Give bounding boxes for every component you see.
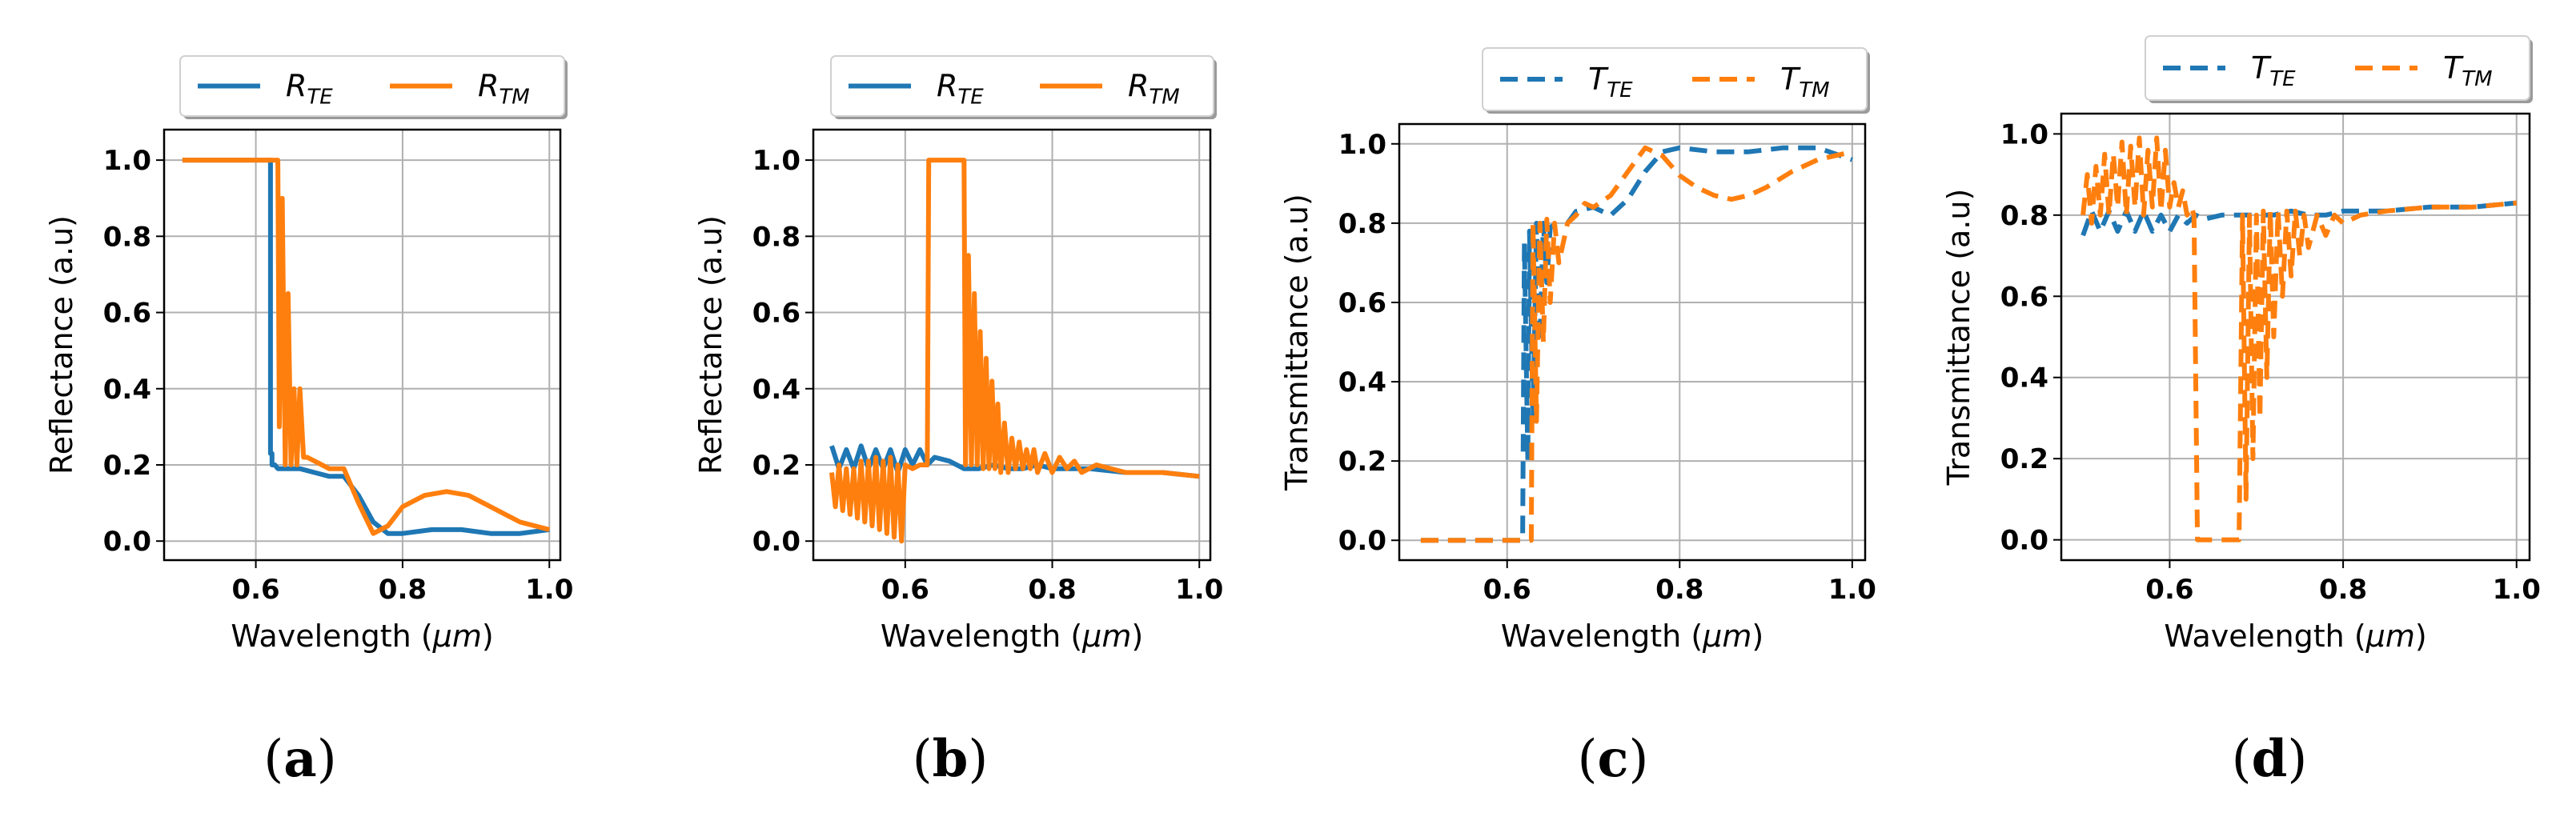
x-tick-label: 1.0: [1175, 574, 1223, 606]
y-tick-label: 0.2: [1338, 446, 1386, 478]
y-tick-label: 0.6: [2000, 281, 2048, 313]
x-tick-label: 0.6: [1483, 574, 1531, 606]
x-tick-label: 0.8: [2319, 574, 2367, 606]
y-tick-label: 0.0: [1338, 525, 1386, 557]
y-tick-label: 0.4: [1338, 366, 1386, 398]
legend-label-te: TTE: [1588, 62, 1633, 102]
axes-frame: [163, 128, 562, 562]
y-tick-label: 0.8: [1338, 208, 1386, 240]
chart-panel-c: 0.6 0.8 1.0 0.0 0.2 0.4 0.6 0.8 1.0 Wavelength (μ…: [1279, 47, 1876, 789]
x-tick-label: 1.0: [525, 574, 573, 606]
legend-box: [1482, 47, 1868, 111]
chart-panel-b: 0.6 0.8 1.0 0.0 0.2 0.4 0.6 0.8 1.0 Wavelength (μ…: [693, 55, 1223, 789]
y-tick-label: 0.4: [2000, 362, 2048, 394]
axes-frame: [2060, 112, 2531, 562]
y-tick-label: 0.6: [752, 298, 800, 330]
legend-label-tm: TTM: [1780, 62, 1830, 102]
legend: RTE RTM: [830, 55, 1217, 119]
y-tick-label: 0.0: [103, 526, 151, 558]
series-line-t-te: [2080, 200, 2518, 237]
panel-label: (c): [1578, 729, 1649, 789]
y-tick-label: 0.6: [103, 298, 151, 330]
legend-box: [830, 55, 1214, 117]
x-tick-label: 1.0: [2493, 574, 2541, 606]
legend-label-te: TTE: [2251, 50, 2296, 91]
y-axis-label: Reflectance (a.u): [693, 215, 728, 475]
y-tick-label: 0.6: [1338, 287, 1386, 319]
legend: RTE RTM: [179, 55, 568, 119]
series-line-t-tm: [1420, 145, 1853, 543]
y-tick-label: 1.0: [103, 145, 151, 177]
legend-box: [179, 55, 565, 117]
y-tick-label: 1.0: [2000, 118, 2048, 150]
chart-panel-d: 0.6 0.8 1.0 0.0 0.2 0.4 0.6 0.8 1.0 Wavelength (μ…: [1941, 35, 2541, 789]
series-line-r-tm: [829, 158, 1200, 544]
x-tick-label: 0.8: [1655, 574, 1703, 606]
legend-label-te: RTE: [286, 69, 333, 110]
y-tick-label: 0.8: [752, 221, 800, 253]
y-tick-label: 0.4: [103, 374, 151, 406]
y-tick-label: 0.0: [752, 526, 800, 558]
panel-label: (a): [263, 729, 336, 789]
x-tick-label: 0.8: [1028, 574, 1076, 606]
x-axis-label: Wavelength (μm): [881, 619, 1143, 654]
y-tick-label: 0.0: [2000, 525, 2048, 557]
legend-label-tm: TTM: [2443, 50, 2493, 91]
x-tick-label: 0.8: [379, 574, 427, 606]
y-tick-label: 1.0: [752, 145, 800, 177]
y-tick-label: 0.8: [103, 221, 151, 253]
y-tick-label: 0.2: [103, 450, 151, 482]
legend-label-te: RTE: [937, 69, 984, 110]
x-axis-label: Wavelength (μm): [231, 619, 493, 654]
y-axis-label: Transmittance (a.u): [1279, 194, 1314, 491]
y-axis-label: Transmittance (a.u): [1941, 189, 1976, 487]
series-line-r-tm: [182, 158, 551, 536]
y-tick-label: 0.2: [2000, 443, 2048, 475]
series-line-t-tm: [2080, 135, 2518, 543]
x-axis-label: Wavelength (μm): [1501, 619, 1763, 654]
chart-panel-a: 0.6 0.8 1.0 0.0 0.2 0.4 0.6 0.8 1.0 Wavelength (μ…: [44, 55, 573, 789]
y-tick-label: 0.2: [752, 450, 800, 482]
x-axis-label: Wavelength (μm): [2164, 619, 2426, 654]
legend-box: [2145, 35, 2530, 101]
legend: TTE TTM: [2145, 35, 2533, 103]
panel-label: (d): [2232, 729, 2308, 789]
panel-label: (b): [913, 729, 989, 789]
y-axis-label: Reflectance (a.u): [44, 215, 79, 475]
series-line-r-te: [182, 158, 550, 536]
axes-frame: [1398, 122, 1867, 562]
legend: TTE TTM: [1482, 47, 1870, 114]
axes-frame: [812, 128, 1212, 562]
legend-label-tm: RTM: [1128, 69, 1180, 110]
series-line-t-te: [1420, 145, 1853, 543]
x-tick-label: 0.6: [231, 574, 279, 606]
x-tick-label: 1.0: [1828, 574, 1876, 606]
y-tick-label: 0.4: [752, 374, 800, 406]
x-tick-label: 0.6: [881, 574, 929, 606]
x-tick-label: 0.6: [2145, 574, 2193, 606]
legend-label-tm: RTM: [478, 69, 530, 110]
y-tick-label: 1.0: [1338, 129, 1386, 161]
y-tick-label: 0.8: [2000, 200, 2048, 232]
